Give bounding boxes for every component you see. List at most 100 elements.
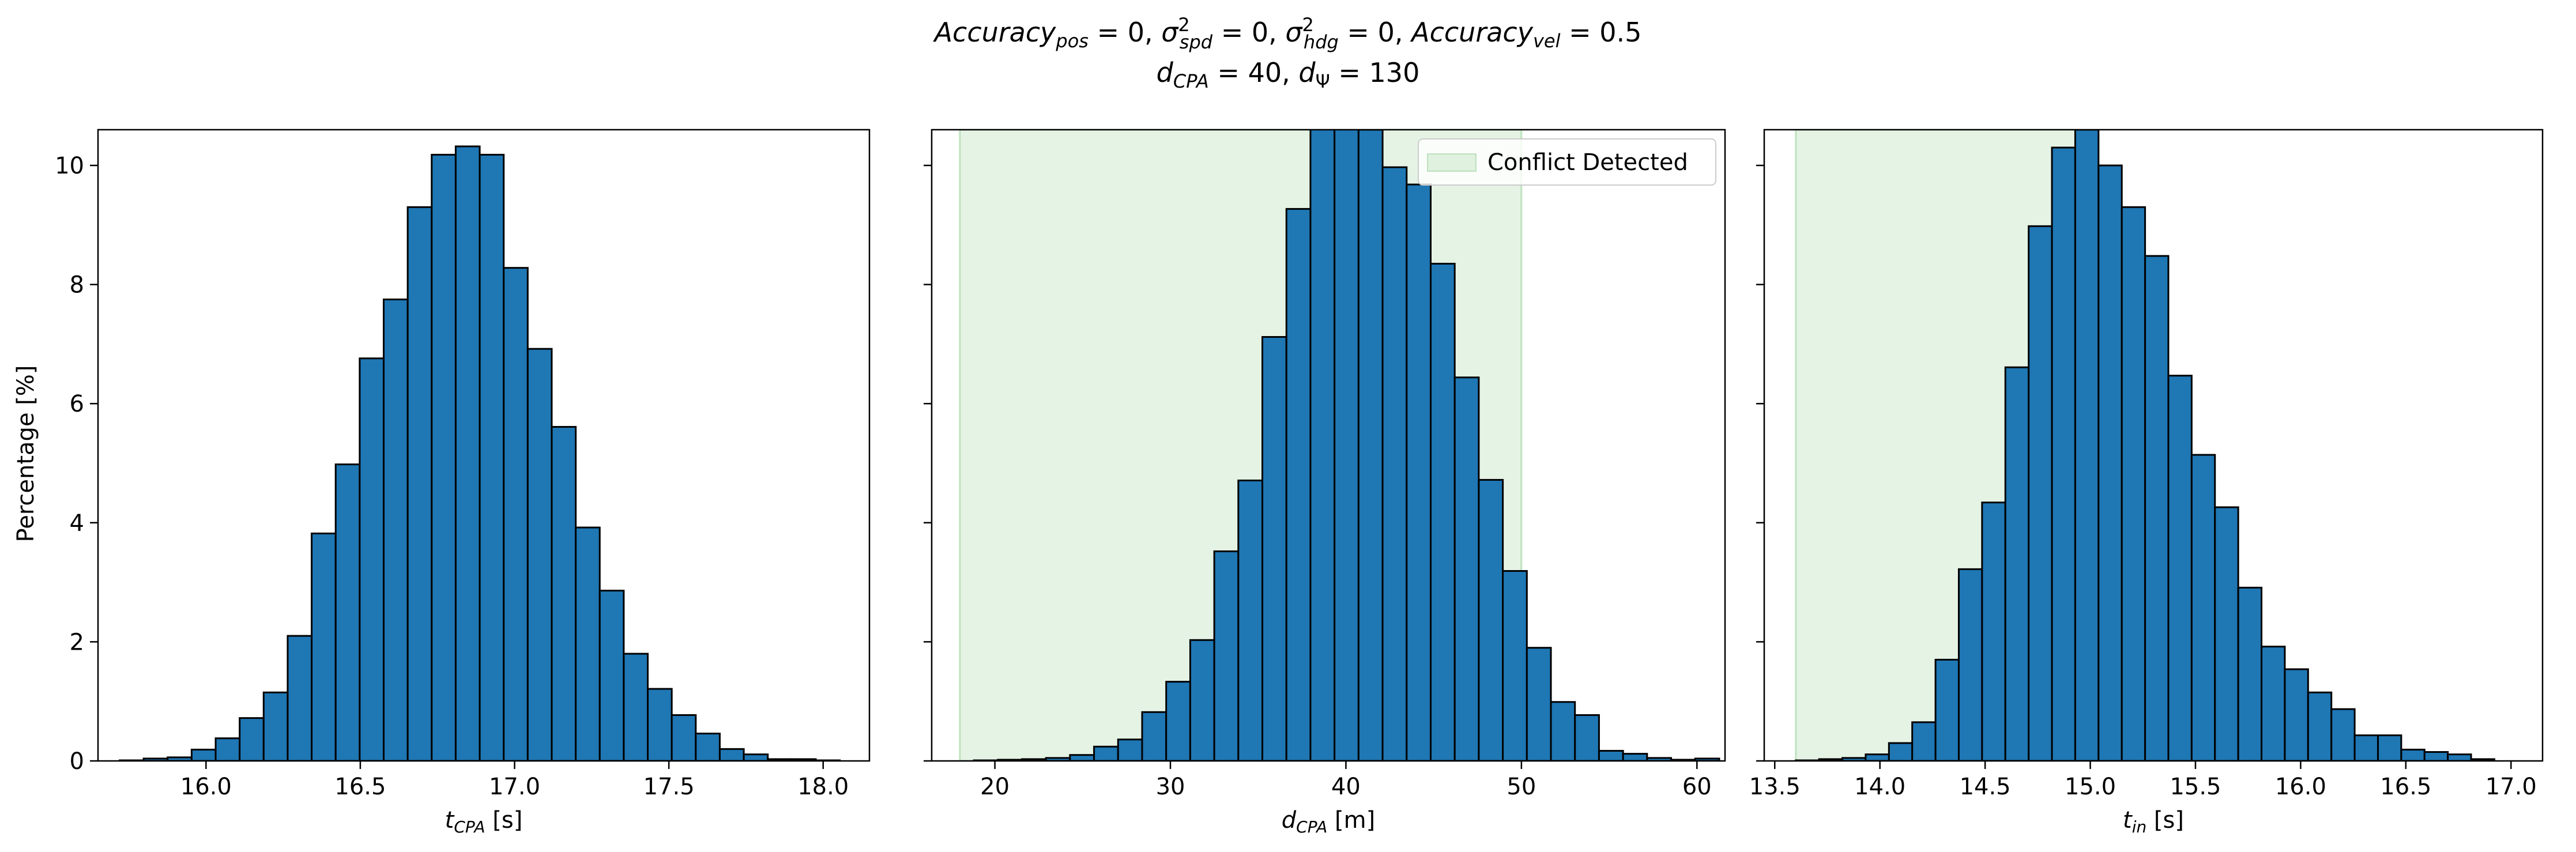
title.line1-part: = 0, <box>1339 17 1411 48</box>
histogram-bar <box>431 153 457 761</box>
y-tick-label: 6 <box>70 391 84 417</box>
y-tick-label: 4 <box>70 510 84 537</box>
histogram-bar <box>1957 568 1983 761</box>
x-tick-label: 16.0 <box>2275 774 2326 800</box>
histogram-bar <box>1526 647 1552 761</box>
histogram-bar <box>743 753 769 761</box>
x-tick-label: 60 <box>1682 774 1712 800</box>
histogram-bar <box>382 298 409 761</box>
x-axis-label-symbol: d <box>1282 807 1297 834</box>
histogram-bar <box>1888 742 1914 761</box>
x-tick-label: 16.5 <box>2380 774 2431 800</box>
x-tick-label: 16.5 <box>334 774 386 800</box>
histogram-bar <box>2470 758 2495 761</box>
histogram-bar <box>311 532 337 761</box>
x-axis-label-subscript: CPA <box>454 817 485 836</box>
histogram-bar <box>2423 751 2449 761</box>
histogram-bar <box>1213 550 1240 761</box>
title.line1-part: Accuracy <box>933 17 1057 48</box>
y-tick-label: 0 <box>70 748 84 775</box>
title.line2-part: Ψ <box>1316 70 1330 92</box>
x-tick-label: 50 <box>1507 774 1536 800</box>
histogram-bar <box>287 635 313 761</box>
histogram-bar <box>1069 754 1095 761</box>
histogram-bar <box>2330 708 2356 761</box>
title.line1-part: = 0, <box>1212 17 1285 48</box>
histogram-bar <box>2284 668 2309 761</box>
histogram-bar <box>359 357 385 761</box>
x-axis-label-symbol: t <box>2123 807 2133 834</box>
x-tick-label: 14.0 <box>1854 774 1905 800</box>
histogram-bar <box>2167 375 2193 761</box>
title.line1-part: σ <box>1161 17 1179 48</box>
histogram-bar <box>1574 714 1600 761</box>
y-tick-label: 2 <box>70 629 84 655</box>
title.line1-part: 2 <box>1302 14 1314 36</box>
title.line2-part: d <box>1298 57 1316 88</box>
x-tick-label: 16.0 <box>180 774 232 800</box>
histogram-bar <box>1865 753 1890 761</box>
axes-frame <box>931 129 1726 762</box>
histogram-bar <box>2028 225 2053 761</box>
y-tick-label: 8 <box>70 272 84 299</box>
histogram-bar <box>718 748 745 761</box>
subplot-1: 16.0 16.5 17.0 17.5 18.0 0 2 4 6 8 10 tCPA [s] <box>55 129 871 836</box>
y-axis-label: Percentage [%] <box>13 365 39 542</box>
title.line2-part: = 130 <box>1330 57 1420 88</box>
legend-box <box>1418 138 1716 186</box>
histogram-bar <box>1502 570 1528 761</box>
x-axis-label-subscript: CPA <box>1296 817 1327 836</box>
histogram-bar <box>1406 183 1432 761</box>
title.line2-part: CPA <box>1173 70 1209 92</box>
figure-title-line-1: Accuracypos = 0, σ2 spd = 0, σ2 hdg = 0, A… <box>933 14 1642 53</box>
plot-area <box>1795 130 2495 761</box>
histogram-bar <box>1911 721 1937 761</box>
title.line1-part: pos <box>1055 30 1089 52</box>
x-axis-label-subscript: in <box>2132 817 2147 836</box>
axes-frame <box>1763 129 2544 762</box>
histogram-bar <box>526 348 553 761</box>
histogram-bar <box>1261 335 1287 761</box>
histogram-bar <box>1981 502 2006 761</box>
title.line1-part: hdg <box>1304 31 1339 53</box>
histogram-bar <box>575 526 601 761</box>
legend-swatch <box>1427 153 1477 172</box>
x-tick-label: 15.5 <box>2170 774 2221 800</box>
histogram-bar <box>2261 646 2286 761</box>
histogram-bar <box>239 717 265 761</box>
title.line1-part: vel <box>1533 30 1561 52</box>
histogram-bar <box>2353 734 2379 761</box>
histogram-bar <box>1550 701 1576 761</box>
title.line1-part: 2 <box>1178 14 1189 36</box>
axes-frame <box>97 129 871 762</box>
histogram-bar <box>1934 658 1960 761</box>
histogram-bar <box>551 425 577 761</box>
legend-label: Conflict Detected <box>1487 149 1688 176</box>
x-axis-label: tin [s] <box>2123 807 2184 836</box>
histogram-bar <box>1381 166 1408 761</box>
histogram-bar <box>2004 366 2030 761</box>
title.line2-part: = 40, <box>1209 57 1299 88</box>
histogram-bar <box>1117 738 1143 761</box>
histogram-bar <box>454 145 481 761</box>
histogram-bar <box>2237 586 2263 761</box>
histogram-bar <box>2214 506 2239 761</box>
x-tick-label: 17.0 <box>489 774 540 800</box>
x-tick-label: 13.5 <box>1749 774 1801 800</box>
figure-title-line-2: dCPA = 40, dΨ = 130 <box>1157 57 1420 92</box>
histogram-bar <box>479 153 505 761</box>
title.line1-part: spd <box>1180 31 1213 53</box>
x-axis-label-unit: [s] <box>2146 807 2184 834</box>
x-tick-label: 20 <box>980 774 1010 800</box>
histogram-bar <box>1334 130 1359 761</box>
histogram-bar <box>2051 146 2076 761</box>
histogram-bar <box>2377 734 2402 761</box>
title.line1-part: = 0, <box>1089 17 1161 48</box>
histogram-bar <box>503 267 529 761</box>
histogram-bar <box>334 463 361 761</box>
title.line1-part: = 0.5 <box>1560 17 1641 48</box>
x-tick-label: 17.0 <box>2485 774 2537 800</box>
plot-area <box>118 145 841 761</box>
histogram-bar <box>1285 208 1312 761</box>
